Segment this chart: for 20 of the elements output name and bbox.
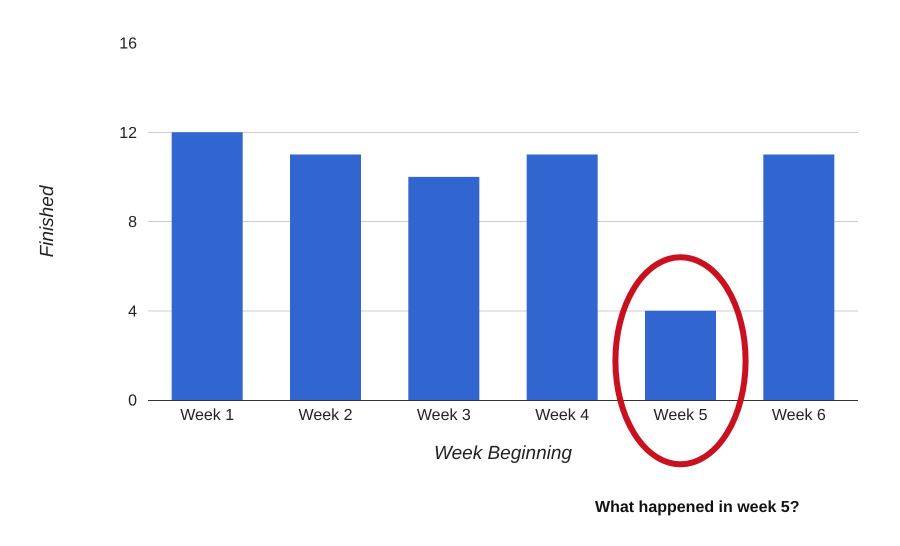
text: What happened in week 5? — [595, 499, 800, 516]
bar — [408, 176, 480, 400]
bar — [290, 154, 361, 400]
y-tick-label: 12 — [119, 124, 138, 142]
x-tick-label: Week 5 — [654, 407, 708, 424]
x-tick-label: Week 4 — [535, 407, 590, 424]
x-tick-label: Week 2 — [298, 407, 353, 424]
y-tick-label: 4 — [128, 303, 138, 320]
x-axis-title: Week Beginning — [434, 443, 572, 464]
y-tick-label: 8 — [128, 214, 138, 232]
y-tick-label: 0 — [128, 392, 138, 410]
x-tick-label: Week 1 — [180, 407, 234, 424]
bar — [172, 132, 243, 400]
bar — [526, 154, 598, 400]
y-axis-title: Finished — [37, 184, 58, 258]
x-tick-label: Week 3 — [416, 407, 471, 424]
x-tick-label: Week 6 — [772, 407, 826, 424]
y-tick-label: 16 — [119, 36, 138, 53]
bar — [763, 154, 834, 400]
bar — [645, 310, 716, 400]
